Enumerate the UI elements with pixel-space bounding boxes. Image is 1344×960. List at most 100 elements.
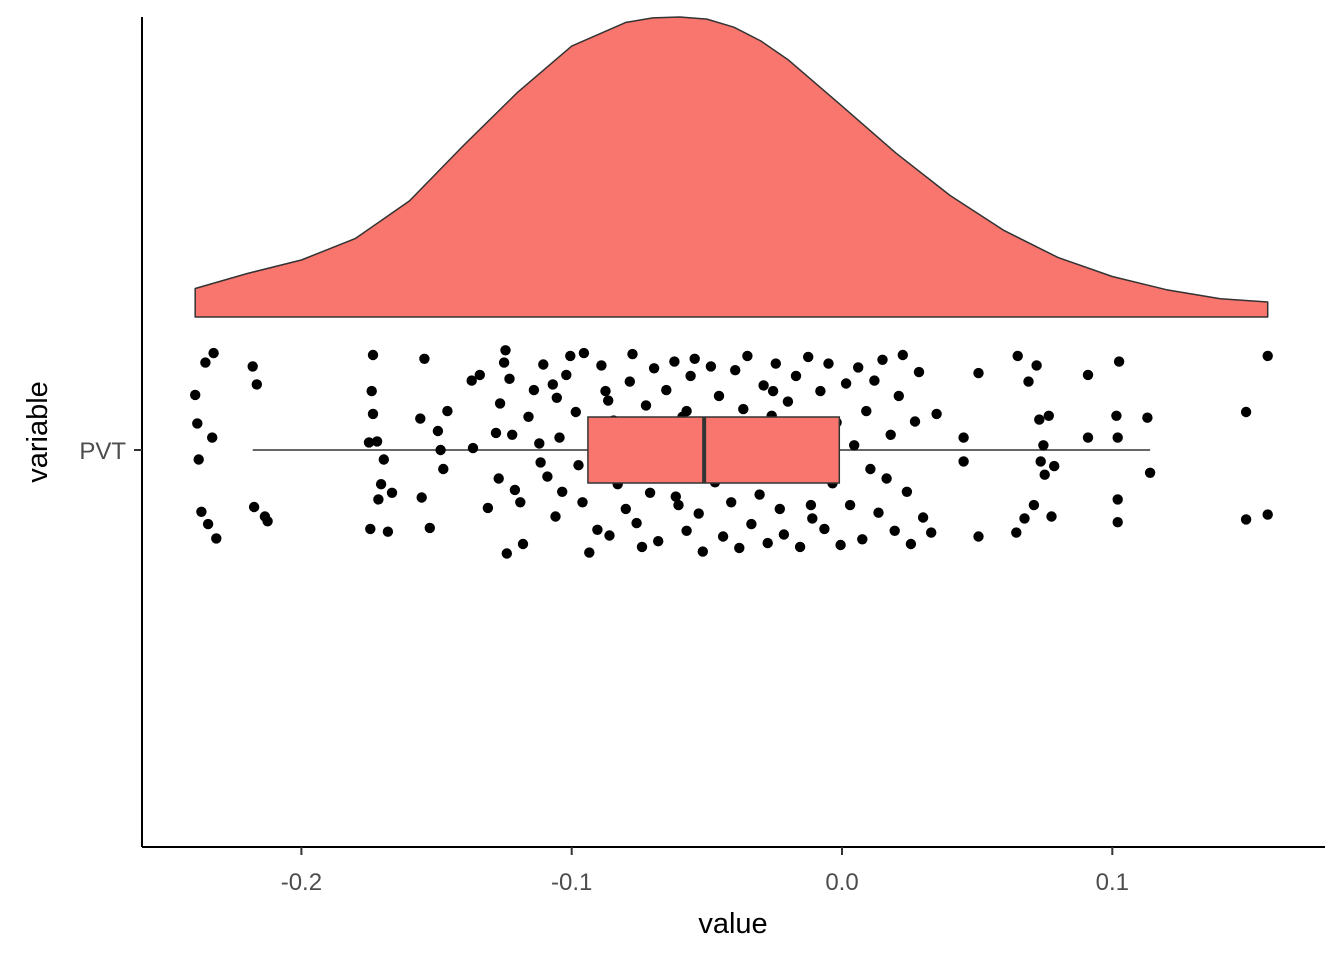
data-point bbox=[873, 507, 884, 518]
data-point bbox=[603, 395, 614, 406]
data-point bbox=[500, 345, 511, 356]
x-axis-ticks: -0.2 -0.1 0.0 0.1 bbox=[281, 847, 1129, 896]
data-point bbox=[857, 534, 868, 545]
data-point bbox=[375, 479, 387, 490]
data-point bbox=[550, 511, 561, 522]
data-point bbox=[909, 416, 921, 427]
data-point bbox=[782, 396, 794, 407]
data-point bbox=[624, 376, 635, 387]
data-point bbox=[742, 350, 753, 362]
data-point bbox=[762, 537, 773, 549]
data-point bbox=[681, 525, 692, 536]
data-point bbox=[730, 365, 741, 376]
data-point bbox=[738, 403, 749, 415]
data-point bbox=[1240, 406, 1252, 418]
data-point bbox=[467, 442, 479, 454]
data-point bbox=[620, 503, 631, 515]
data-point bbox=[681, 405, 692, 417]
data-point bbox=[596, 360, 607, 371]
data-point bbox=[697, 546, 708, 557]
data-point bbox=[958, 432, 969, 443]
data-point bbox=[644, 487, 656, 498]
data-point bbox=[442, 405, 453, 417]
data-point bbox=[190, 389, 201, 401]
data-point bbox=[767, 385, 779, 397]
data-point bbox=[1028, 499, 1040, 511]
data-point bbox=[200, 357, 211, 368]
data-point bbox=[705, 361, 717, 372]
data-point bbox=[262, 516, 273, 527]
data-point bbox=[819, 523, 830, 535]
data-point bbox=[877, 354, 888, 365]
data-point bbox=[640, 400, 652, 411]
data-point bbox=[382, 526, 394, 537]
data-point bbox=[493, 473, 504, 484]
data-point bbox=[1111, 410, 1122, 421]
box-iqr bbox=[587, 416, 841, 484]
data-point bbox=[248, 501, 260, 513]
data-point bbox=[554, 432, 565, 443]
data-point bbox=[901, 486, 913, 497]
data-point bbox=[823, 358, 834, 369]
data-point bbox=[534, 438, 545, 449]
data-point bbox=[251, 379, 262, 390]
data-point bbox=[373, 494, 384, 505]
data-point bbox=[885, 429, 896, 440]
data-point bbox=[778, 529, 790, 540]
data-point bbox=[881, 473, 892, 484]
data-point bbox=[774, 503, 785, 515]
data-point bbox=[1043, 410, 1055, 421]
data-point bbox=[573, 460, 584, 471]
data-point bbox=[435, 444, 446, 456]
data-point bbox=[466, 375, 477, 386]
data-point bbox=[1012, 350, 1023, 362]
data-point bbox=[746, 518, 757, 530]
data-point bbox=[631, 517, 642, 529]
data-point bbox=[1142, 412, 1153, 423]
data-point bbox=[685, 370, 696, 382]
data-point bbox=[897, 349, 908, 361]
data-point bbox=[670, 491, 681, 502]
data-point bbox=[905, 538, 917, 550]
data-point bbox=[958, 456, 969, 467]
data-point bbox=[1011, 527, 1022, 538]
data-point bbox=[1082, 369, 1094, 381]
data-point bbox=[973, 367, 984, 379]
data-point bbox=[973, 531, 984, 542]
data-point bbox=[770, 358, 781, 369]
data-point bbox=[193, 454, 204, 465]
data-point bbox=[693, 508, 704, 519]
data-point bbox=[713, 390, 725, 402]
data-point bbox=[547, 379, 558, 390]
data-point bbox=[208, 347, 219, 359]
data-point bbox=[1046, 511, 1057, 522]
data-point bbox=[509, 484, 521, 496]
data-point bbox=[515, 497, 526, 508]
data-point bbox=[661, 384, 672, 396]
data-point bbox=[498, 357, 510, 368]
data-point bbox=[849, 440, 860, 451]
data-point bbox=[758, 380, 769, 391]
data-point bbox=[853, 362, 864, 373]
data-point bbox=[416, 492, 427, 503]
data-point bbox=[1019, 513, 1030, 524]
data-point bbox=[415, 413, 426, 424]
data-point bbox=[365, 523, 376, 535]
y-axis-title: variable bbox=[22, 381, 54, 483]
data-point bbox=[557, 486, 568, 497]
data-point bbox=[840, 378, 852, 389]
data-point bbox=[419, 353, 430, 364]
data-point bbox=[494, 398, 506, 409]
data-point bbox=[438, 463, 449, 475]
data-point bbox=[528, 384, 540, 396]
data-point bbox=[754, 489, 765, 500]
data-point bbox=[371, 436, 383, 447]
x-tick-label: -0.2 bbox=[281, 869, 322, 896]
data-point bbox=[869, 375, 880, 386]
data-point bbox=[482, 502, 494, 514]
data-point bbox=[807, 513, 818, 524]
data-point bbox=[790, 370, 802, 382]
data-point bbox=[535, 457, 546, 468]
data-point bbox=[931, 408, 942, 420]
